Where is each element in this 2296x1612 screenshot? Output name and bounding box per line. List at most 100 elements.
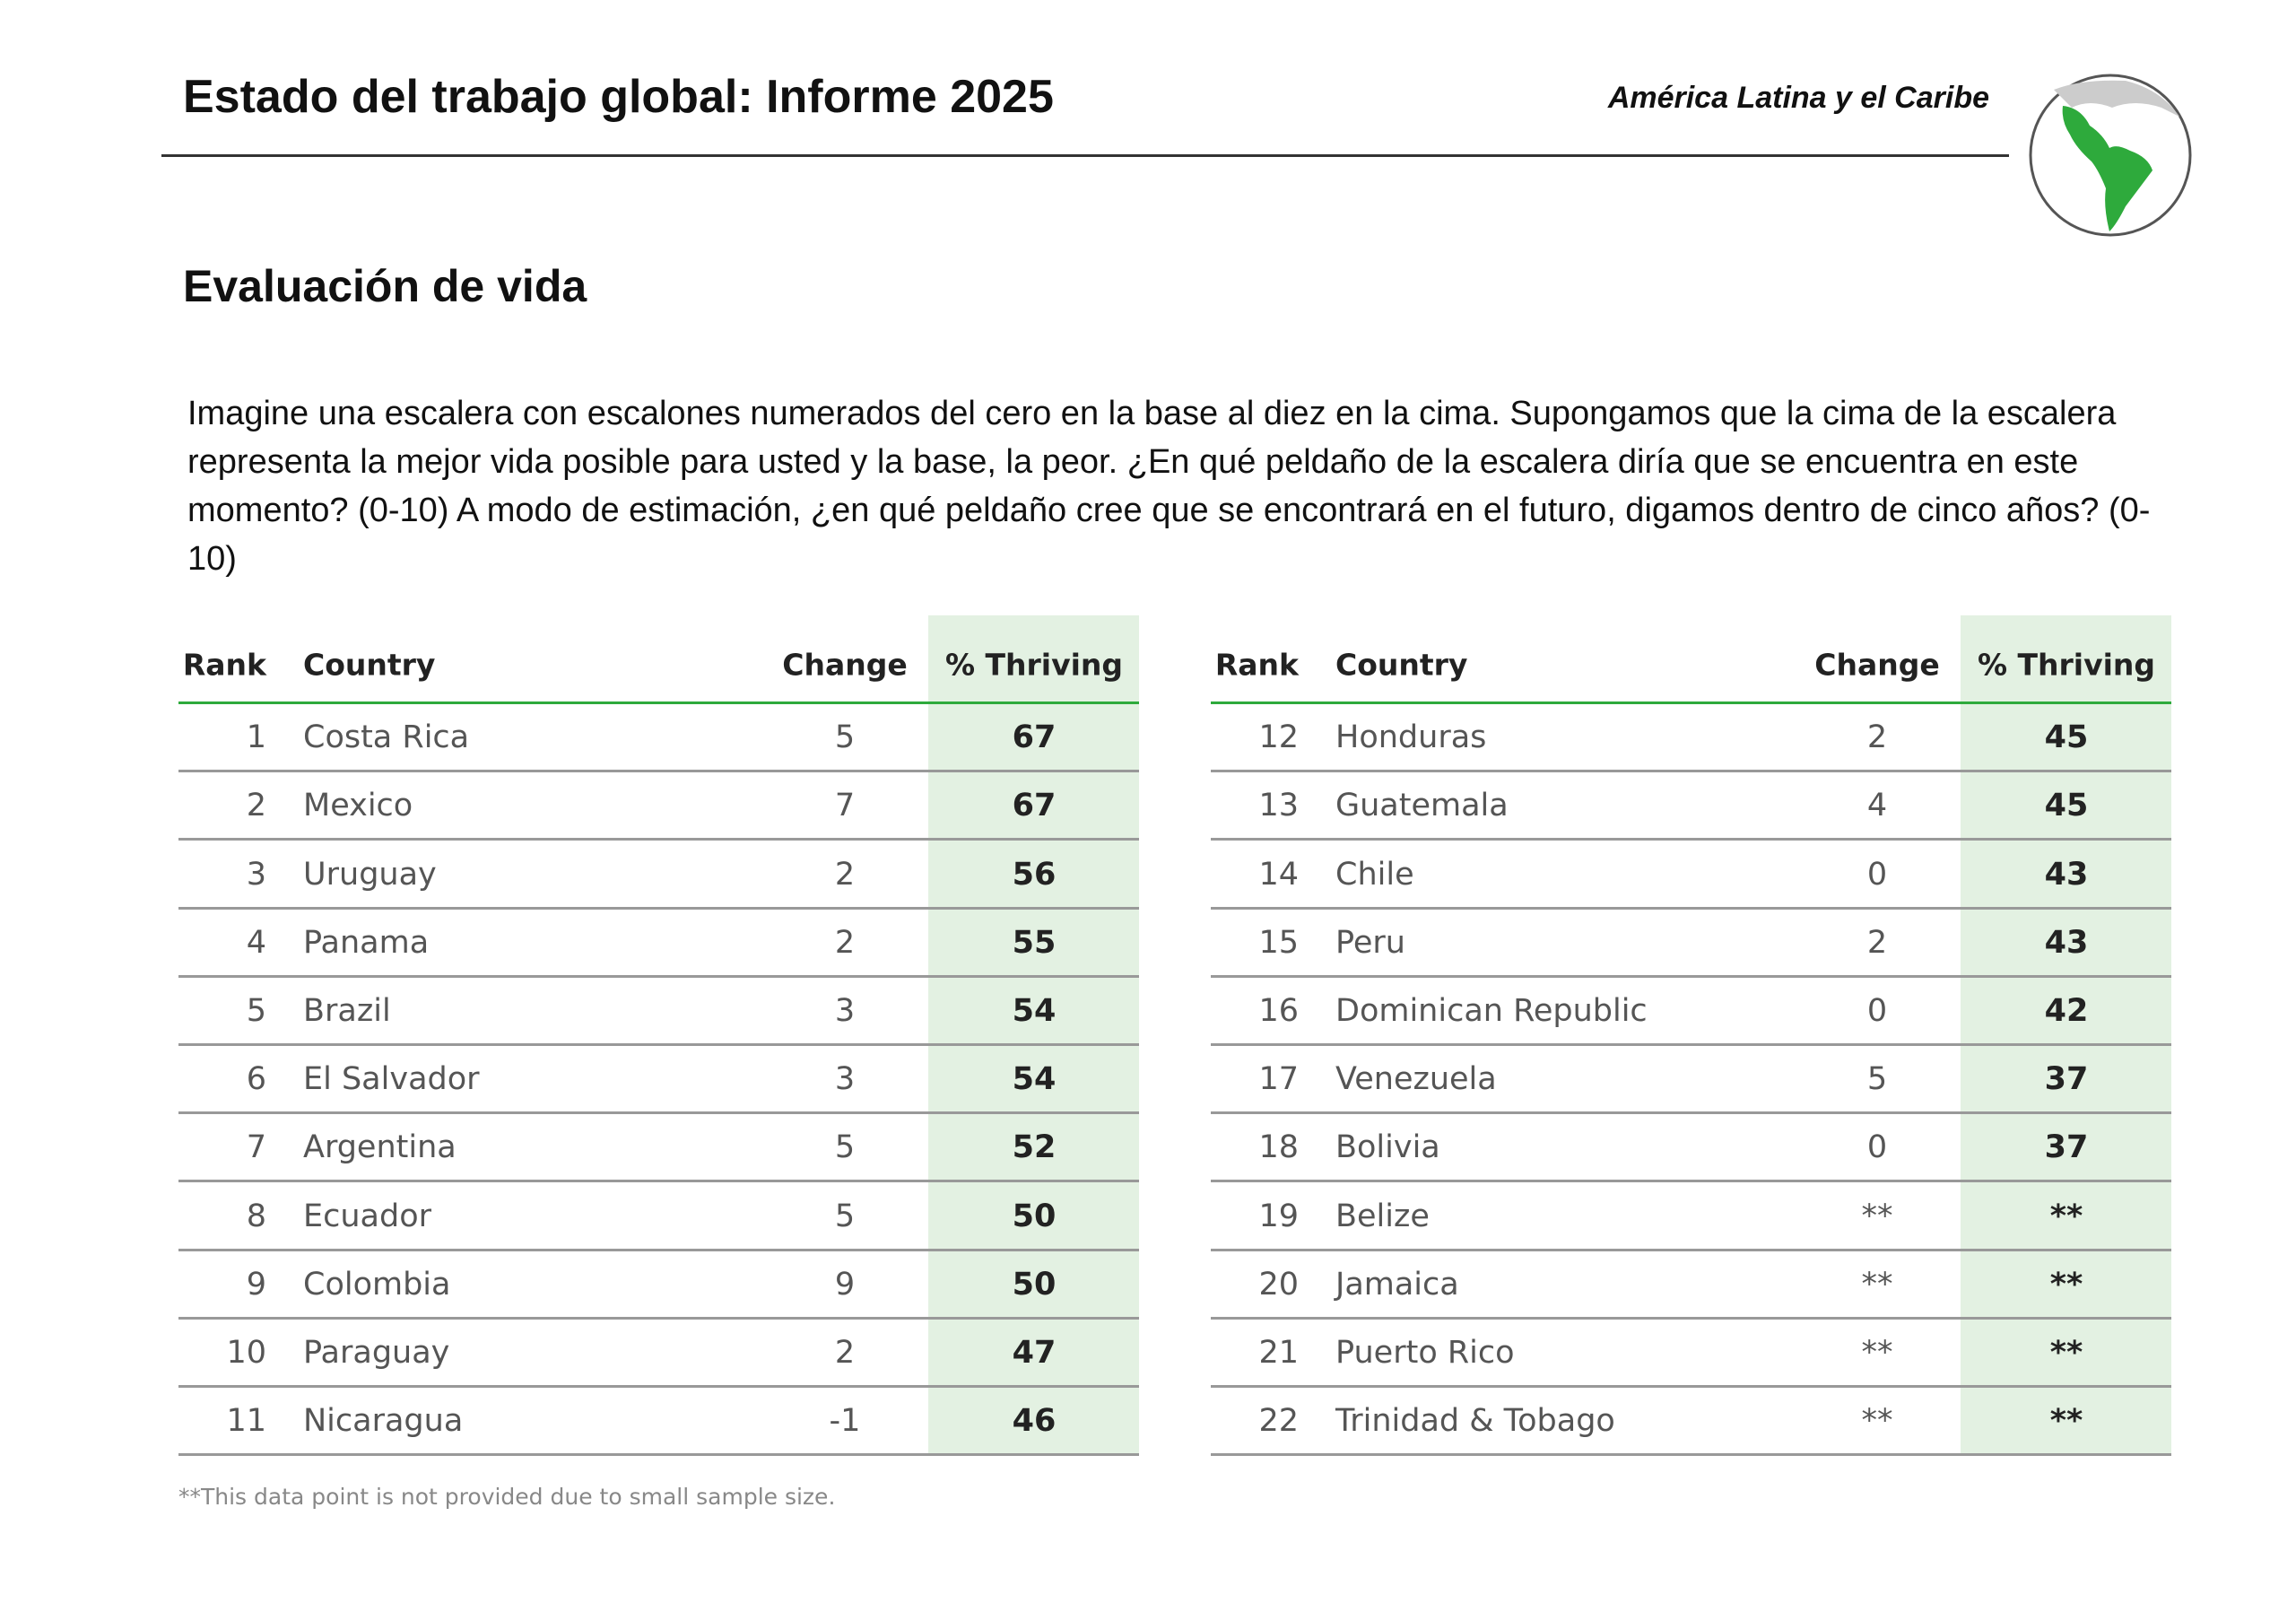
country-cell: Argentina: [303, 1129, 457, 1166]
change-cell: 2: [1866, 719, 1888, 756]
row-rule: [178, 1111, 1139, 1115]
thriving-cell: **: [2049, 1198, 2083, 1234]
thriving-cell: 54: [1012, 992, 1057, 1029]
country-cell: Chile: [1335, 856, 1414, 893]
rank-cell: 8: [246, 1198, 266, 1234]
row-rule: [1211, 1111, 2171, 1115]
row-rule: [178, 1043, 1139, 1046]
rank-cell: 5: [246, 992, 266, 1029]
row-rule: [1211, 838, 2171, 841]
rank-cell: 16: [1258, 992, 1299, 1029]
change-cell: 5: [1866, 1061, 1888, 1098]
rank-cell: 11: [226, 1403, 266, 1440]
report-title: Estado del trabajo global: Informe 2025: [183, 71, 1054, 123]
thriving-cell: 52: [1012, 1129, 1057, 1166]
row-rule: [178, 1453, 1139, 1457]
column-header: Change: [782, 647, 908, 683]
change-cell: 7: [834, 788, 856, 824]
change-cell: **: [1861, 1334, 1893, 1371]
thriving-cell: 50: [1012, 1266, 1057, 1303]
change-cell: 0: [1866, 992, 1888, 1029]
rank-cell: 1: [246, 719, 266, 756]
country-cell: Guatemala: [1335, 788, 1509, 824]
thriving-column-bg: [1961, 615, 2171, 1453]
country-cell: Panama: [303, 924, 430, 961]
row-rule: [1211, 1043, 2171, 1046]
rank-cell: 4: [246, 924, 266, 961]
rank-cell: 19: [1258, 1198, 1299, 1234]
row-rule: [178, 1385, 1139, 1388]
row-rule: [1211, 1453, 2171, 1457]
country-cell: Honduras: [1335, 719, 1487, 756]
row-rule: [178, 1248, 1139, 1251]
change-cell: 0: [1866, 1129, 1888, 1166]
rank-cell: 14: [1258, 856, 1299, 893]
header-rule: [161, 154, 2009, 157]
change-cell: 0: [1866, 856, 1888, 893]
column-header: Country: [1335, 647, 1468, 683]
rank-cell: 18: [1258, 1129, 1299, 1166]
change-cell: 3: [834, 992, 856, 1029]
column-header: Rank: [1214, 647, 1299, 683]
country-cell: Peru: [1335, 924, 1405, 961]
row-rule: [1211, 1248, 2171, 1251]
thriving-cell: 43: [2044, 924, 2089, 961]
thriving-cell: 50: [1012, 1198, 1057, 1234]
thriving-cell: **: [2049, 1266, 2083, 1303]
change-cell: 2: [834, 1334, 856, 1371]
thriving-cell: 54: [1012, 1061, 1057, 1098]
rank-cell: 6: [246, 1061, 266, 1098]
row-rule: [1211, 974, 2171, 978]
thriving-cell: **: [2049, 1334, 2083, 1371]
country-cell: Costa Rica: [303, 719, 470, 756]
country-cell: Brazil: [303, 992, 391, 1029]
country-cell: Ecuador: [303, 1198, 432, 1234]
thriving-cell: 37: [2044, 1061, 2089, 1098]
country-cell: Puerto Rico: [1335, 1334, 1515, 1371]
change-cell: **: [1861, 1403, 1893, 1440]
country-cell: Paraguay: [303, 1334, 450, 1371]
column-header: % Thriving: [944, 647, 1124, 683]
region-label: América Latina y el Caribe: [1607, 81, 1989, 115]
thriving-cell: 67: [1012, 719, 1057, 756]
thriving-cell: 56: [1012, 856, 1057, 893]
column-header: Change: [1814, 647, 1940, 683]
row-rule: [178, 974, 1139, 978]
column-header: Country: [303, 647, 436, 683]
change-cell: 9: [834, 1266, 856, 1303]
change-cell: 3: [834, 1061, 856, 1098]
row-rule: [1211, 1180, 2171, 1183]
thriving-cell: 43: [2044, 856, 2089, 893]
rank-cell: 2: [246, 788, 266, 824]
table: Rank Country Change% Thriving 1 Costa Rica 5 6…: [178, 615, 1139, 1457]
row-rule: [178, 770, 1139, 773]
rank-cell: 21: [1258, 1334, 1299, 1371]
footnote: **This data point is not provided due to…: [178, 1484, 836, 1510]
row-rule: [1211, 770, 2171, 773]
thriving-column-bg: [928, 615, 1139, 1453]
country-cell: Uruguay: [303, 856, 437, 893]
question-text: Imagine una escalera con escalones numer…: [187, 395, 2151, 578]
change-cell: 5: [834, 1129, 856, 1166]
change-cell: **: [1861, 1266, 1893, 1303]
column-header: Rank: [182, 647, 266, 683]
change-cell: **: [1861, 1198, 1893, 1234]
thriving-cell: 46: [1012, 1403, 1057, 1440]
country-cell: Nicaragua: [303, 1403, 464, 1440]
header-rule: [178, 701, 1139, 704]
rank-cell: 15: [1258, 924, 1299, 961]
row-rule: [178, 838, 1139, 841]
row-rule: [178, 906, 1139, 910]
rank-cell: 13: [1258, 788, 1299, 824]
header-rule: [1211, 701, 2171, 704]
rank-cell: 9: [246, 1266, 266, 1303]
row-rule: [1211, 1385, 2171, 1388]
country-cell: Mexico: [303, 788, 413, 824]
country-cell: El Salvador: [303, 1061, 480, 1098]
thriving-cell: 45: [2044, 719, 2089, 756]
rank-cell: 7: [246, 1129, 266, 1166]
thriving-cell: 37: [2044, 1129, 2089, 1166]
thriving-cell: 47: [1012, 1334, 1057, 1371]
rank-cell: 10: [226, 1334, 266, 1371]
